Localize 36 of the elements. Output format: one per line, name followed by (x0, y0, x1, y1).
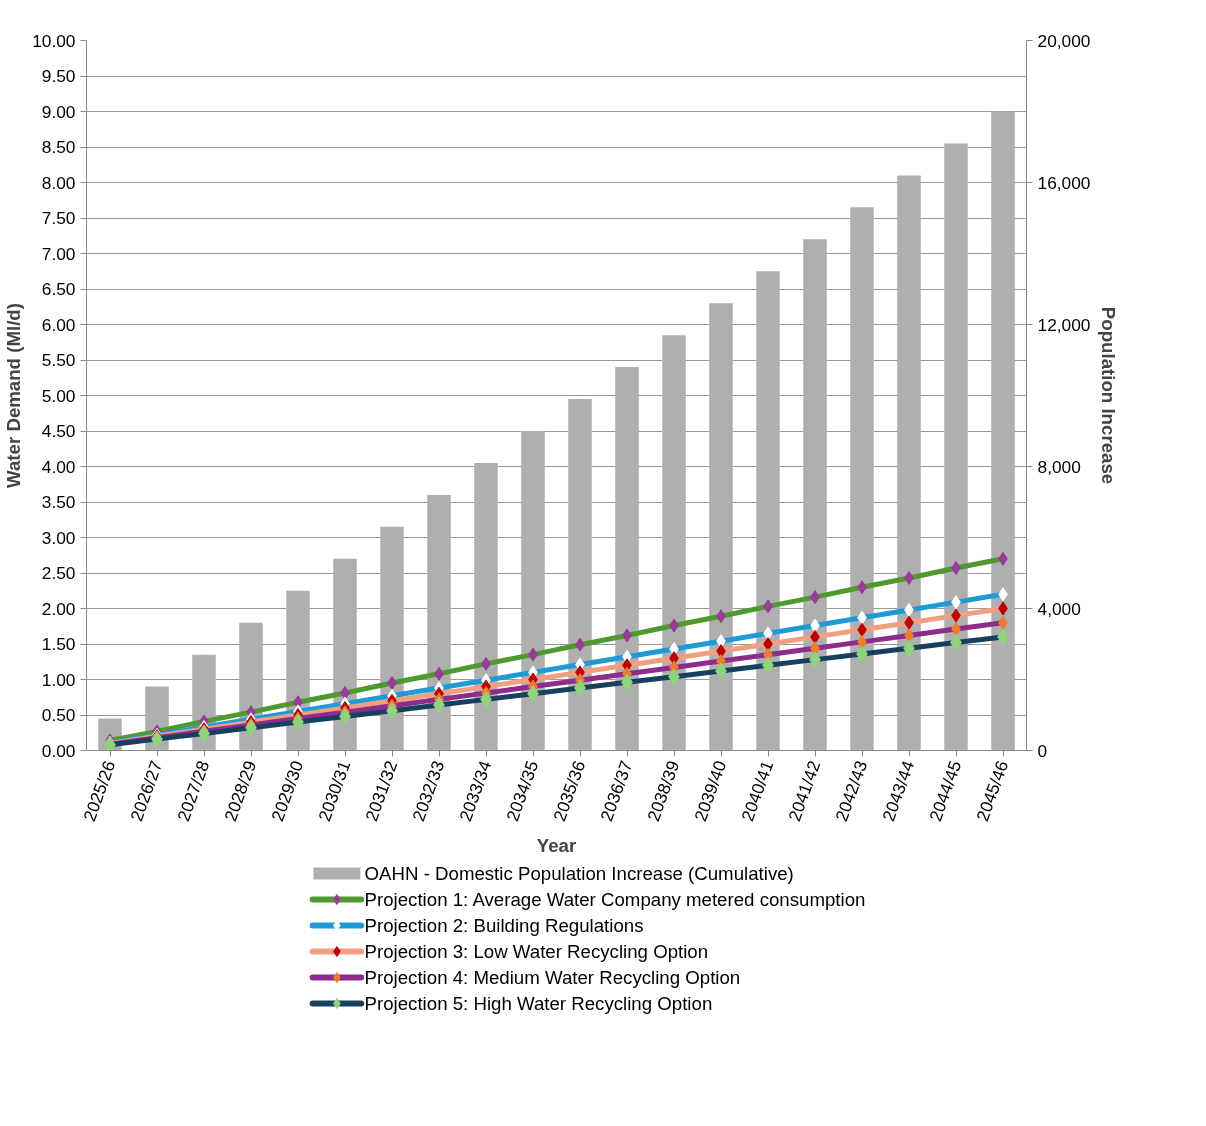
y2-tick-label: 16,000 (1037, 172, 1091, 193)
y-tick-label: 6.50 (41, 279, 76, 299)
y-tick-label: 9.50 (41, 66, 76, 86)
legend-label: OAHN - Domestic Population Increase (Cumulative) (364, 863, 794, 884)
y-tick-label: 4.00 (41, 456, 76, 477)
y-tick-label: 8.00 (41, 172, 76, 193)
y2-tick-label: 12,000 (1037, 314, 1091, 335)
y-tick-label: 7.00 (41, 243, 76, 264)
y-tick-label: 4.50 (41, 421, 76, 441)
y-tick-label: 9.00 (41, 101, 76, 122)
y-tick-label: 1.50 (41, 634, 76, 654)
legend-label: Projection 1: Average Water Company metered consumption (364, 889, 866, 910)
y-tick-label: 7.50 (41, 208, 76, 228)
y2-axis-title: Population Increase (1098, 306, 1120, 485)
legend-label: Projection 4: Medium Water Recycling Option (364, 967, 741, 988)
y-tick-label: 2.00 (41, 598, 76, 619)
y-tick-label: 5.00 (41, 385, 76, 406)
y-tick-label: 3.50 (41, 492, 76, 512)
y-tick-label: 3.00 (41, 527, 76, 548)
y2-tick-label: 4,000 (1037, 598, 1081, 619)
y-tick-label: 5.50 (41, 350, 76, 370)
y-axis-title: Water Demand (Ml/d) (3, 303, 25, 488)
y-tick-label: 0.00 (41, 740, 76, 761)
y-tick-label: 8.50 (41, 137, 76, 157)
legend-label: Projection 2: Building Regulations (364, 915, 644, 936)
legend-label: Projection 5: High Water Recycling Option (364, 993, 713, 1014)
y-tick-label: 10.00 (32, 30, 76, 51)
y-tick-label: 0.50 (41, 705, 76, 725)
y-tick-label: 2.50 (41, 563, 76, 583)
y2-tick-label: 20,000 (1037, 30, 1091, 51)
y-tick-label: 6.00 (41, 314, 76, 335)
y-tick-label: 1.00 (41, 669, 76, 690)
legend-label: Projection 3: Low Water Recycling Option (364, 941, 709, 962)
y2-tick-label: 8,000 (1037, 456, 1081, 477)
y2-tick-label: 0 (1037, 740, 1048, 761)
x-axis-title: Year (536, 835, 577, 857)
